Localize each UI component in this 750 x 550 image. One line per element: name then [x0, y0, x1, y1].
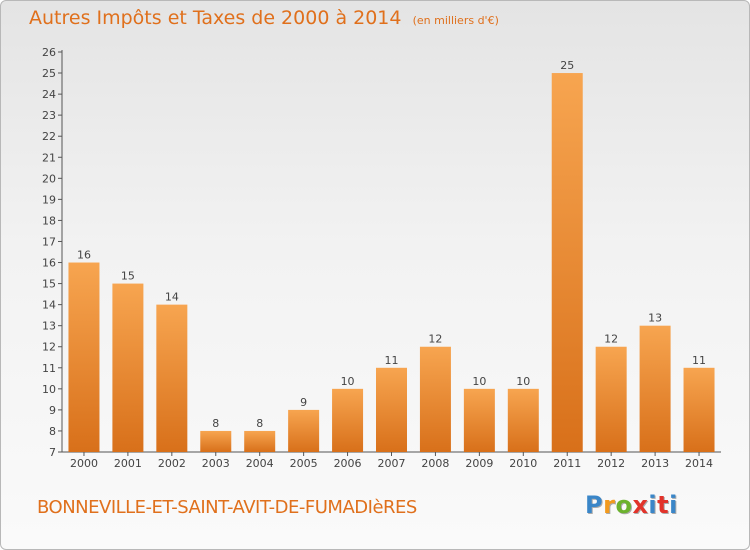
- logo-letter: i: [648, 491, 658, 519]
- y-tick-label: 8: [49, 425, 56, 438]
- bar: [244, 430, 276, 452]
- x-tick-label: 2013: [641, 457, 669, 470]
- bar-value-label: 25: [560, 59, 574, 72]
- y-tick-label: 10: [42, 383, 56, 396]
- y-tick-label: 19: [42, 193, 56, 206]
- bar: [156, 304, 188, 452]
- bar-value-label: 11: [385, 354, 399, 367]
- y-tick-label: 21: [42, 151, 56, 164]
- bar-value-label: 12: [604, 333, 618, 346]
- bar: [595, 346, 627, 452]
- logo-letter: x: [632, 491, 649, 519]
- y-tick-label: 18: [42, 214, 56, 227]
- bar-value-label: 10: [341, 375, 355, 388]
- bar: [112, 283, 144, 452]
- x-tick-label: 2007: [378, 457, 406, 470]
- bar: [419, 346, 451, 452]
- bar-value-label: 9: [300, 396, 307, 409]
- bar-value-label: 8: [256, 417, 263, 430]
- x-tick-label: 2009: [465, 457, 493, 470]
- chart-subtitle: (en milliers d'€): [412, 14, 499, 27]
- bar: [200, 430, 232, 452]
- x-tick-label: 2012: [597, 457, 625, 470]
- y-tick-label: 17: [42, 235, 56, 248]
- x-tick-label: 2001: [114, 457, 142, 470]
- x-tick-label: 2010: [509, 457, 537, 470]
- bar-value-label: 15: [121, 270, 135, 283]
- x-tick-label: 2004: [246, 457, 274, 470]
- x-tick-label: 2002: [158, 457, 186, 470]
- y-tick-label: 13: [42, 320, 56, 333]
- bar: [551, 73, 583, 452]
- y-tick-label: 15: [42, 278, 56, 291]
- x-tick-label: 2003: [202, 457, 230, 470]
- bar: [288, 409, 320, 452]
- y-tick-label: 20: [42, 172, 56, 185]
- logo-letter: r: [603, 491, 616, 519]
- x-tick-label: 2006: [334, 457, 362, 470]
- y-tick-label: 12: [42, 341, 56, 354]
- bar: [376, 367, 407, 452]
- logo-letter: o: [615, 491, 633, 519]
- y-tick-label: 24: [42, 88, 56, 101]
- bar-value-label: 10: [516, 375, 530, 388]
- y-tick-label: 23: [42, 109, 56, 122]
- bar: [683, 367, 715, 452]
- bar-value-label: 14: [165, 291, 179, 304]
- bar-value-label: 11: [692, 354, 706, 367]
- y-tick-label: 25: [42, 67, 56, 80]
- logo-letter: P: [585, 491, 604, 519]
- y-tick-label: 16: [42, 257, 56, 270]
- bar-value-label: 16: [77, 249, 91, 262]
- bar: [68, 262, 100, 452]
- y-tick-label: 26: [42, 46, 56, 59]
- logo-letter: i: [669, 491, 678, 519]
- bar-value-label: 13: [648, 312, 662, 325]
- y-tick-label: 7: [49, 446, 56, 459]
- commune-name: BONNEVILLE-ET-SAINT-AVIT-DE-FUMADIèRES: [37, 497, 417, 518]
- logo-letter: t: [657, 491, 670, 519]
- chart-title: Autres Impôts et Taxes de 2000 à 2014: [29, 7, 402, 29]
- bar-value-label: 12: [428, 333, 442, 346]
- bar-value-label: 8: [212, 417, 219, 430]
- bar: [332, 388, 364, 452]
- title-block: Autres Impôts et Taxes de 2000 à 2014 (e…: [29, 7, 499, 29]
- bar: [639, 325, 671, 452]
- x-tick-label: 2000: [70, 457, 98, 470]
- x-tick-label: 2011: [553, 457, 581, 470]
- x-tick-label: 2014: [685, 457, 713, 470]
- bar: [463, 388, 495, 452]
- y-tick-label: 11: [42, 362, 56, 375]
- x-tick-label: 2005: [290, 457, 318, 470]
- x-tick-label: 2008: [421, 457, 449, 470]
- y-tick-label: 22: [42, 130, 56, 143]
- proxiti-logo: Proxiti: [585, 491, 678, 519]
- y-tick-label: 14: [42, 299, 56, 312]
- y-tick-label: 9: [49, 404, 56, 417]
- bar: [507, 388, 539, 452]
- bar-value-label: 10: [472, 375, 486, 388]
